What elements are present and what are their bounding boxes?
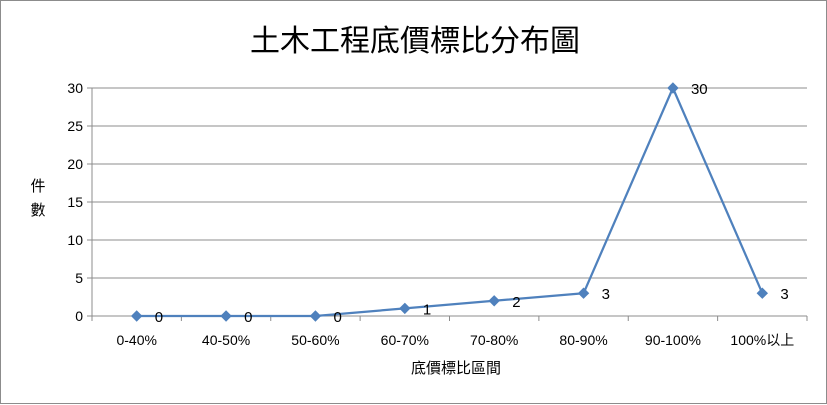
data-point-7: [756, 287, 769, 299]
data-label-5: 3: [602, 286, 610, 303]
data-label-2: 0: [333, 309, 341, 326]
y-tick-label-15: 15: [67, 194, 83, 210]
chart-title: 土木工程底價標比分布圖: [250, 24, 580, 59]
y-tick-labels: 0 5 10 15 20 25 30: [67, 80, 83, 324]
data-point-6: [667, 82, 679, 94]
y-tick-label-30: 30: [67, 80, 83, 96]
x-tick-label-2: 50-60%: [291, 332, 339, 348]
y-tick-label-0: 0: [75, 308, 83, 324]
x-tick-label-3: 60-70%: [381, 332, 429, 348]
gridlines: [92, 87, 807, 279]
y-tick-label-20: 20: [67, 156, 83, 172]
data-label-1: 0: [244, 309, 252, 326]
data-label-0: 0: [155, 309, 163, 326]
x-tick-label-1: 40-50%: [202, 332, 250, 348]
data-label-6: 30: [691, 81, 708, 98]
data-point-2: [309, 310, 322, 322]
x-tick-label-6: 90-100%: [645, 332, 701, 348]
data-label-3: 1: [423, 301, 431, 318]
data-point-4: [488, 295, 500, 307]
data-label-7: 3: [780, 286, 788, 303]
x-tick-label-0: 0-40%: [116, 332, 156, 348]
series-line-group: [130, 82, 769, 322]
data-point-1: [220, 310, 232, 322]
y-axis-title: 件數: [30, 177, 45, 219]
x-axis-title: 底價標比區間: [411, 359, 501, 377]
data-label-4: 2: [512, 294, 520, 311]
data-point-5: [577, 287, 590, 299]
data-point-3: [399, 302, 411, 315]
x-tick-label-4: 70-80%: [470, 332, 518, 348]
data-labels: 0 0 0 1 2 3 30 3: [155, 81, 789, 326]
x-tick-labels: 0-40% 40-50% 50-60% 60-70% 70-80% 80-90% 90-10…: [116, 332, 794, 348]
axes: [87, 87, 808, 321]
series-line: [136, 86, 764, 318]
y-tick-label-25: 25: [67, 118, 83, 134]
x-tick-label-7: 100%以上: [730, 332, 794, 348]
y-tick-label-5: 5: [75, 270, 83, 286]
data-point-0: [130, 310, 143, 322]
y-tick-label-10: 10: [67, 232, 83, 248]
x-tick-label-5: 80-90%: [559, 332, 607, 348]
